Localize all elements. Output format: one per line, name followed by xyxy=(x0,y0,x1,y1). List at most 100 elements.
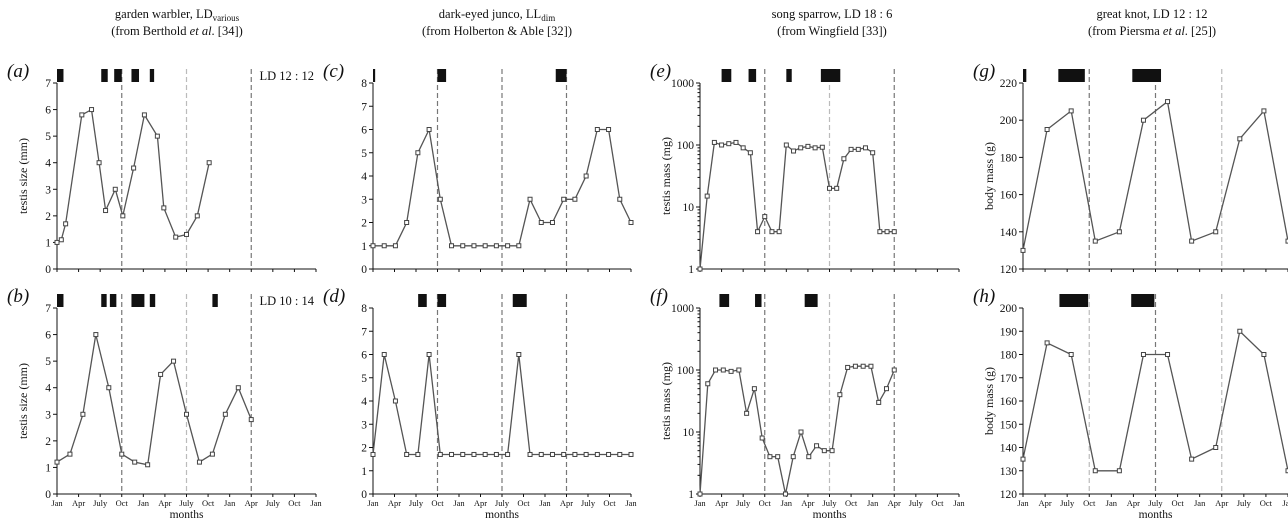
y-axis-label: testis size (mm) xyxy=(16,363,30,439)
y-tick-label: 2 xyxy=(45,211,51,223)
y-tick-label: 1000 xyxy=(671,78,694,90)
data-point xyxy=(805,143,811,149)
y-tick-label: 170 xyxy=(1000,373,1018,385)
activity-bar xyxy=(57,294,64,307)
x-tick-label: July xyxy=(179,498,194,508)
data-point xyxy=(736,367,742,373)
activity-bar xyxy=(1023,69,1027,82)
column-header-source-etal: et al xyxy=(1163,24,1185,38)
data-point xyxy=(381,243,387,249)
data-point xyxy=(884,229,890,235)
column-header-subscript: dim xyxy=(541,13,555,23)
data-point xyxy=(209,451,215,457)
column-header-source-ref: . [25]) xyxy=(1185,24,1216,38)
x-tick-label: Oct xyxy=(202,498,215,508)
data-point xyxy=(549,451,555,457)
y-axis-label: body mass (g) xyxy=(982,142,996,210)
data-point xyxy=(527,451,533,457)
panel-g: (g) 120 140 160 180 200 220 body mass (g) xyxy=(973,61,1288,276)
y-tick-label: 6 xyxy=(361,125,367,137)
data-point xyxy=(628,220,634,225)
data-point xyxy=(782,491,788,497)
data-point xyxy=(769,229,775,235)
data-point xyxy=(1092,468,1098,474)
data-point xyxy=(1116,229,1122,235)
data-point xyxy=(812,145,818,151)
x-tick-label: July xyxy=(581,498,596,508)
activity-bar xyxy=(804,294,818,307)
data-point xyxy=(1237,136,1243,142)
x-tick-label: Apr xyxy=(715,498,728,508)
panel-c: (c) 0 1 2 3 4 5 6 7 8 xyxy=(323,61,634,276)
y-axis-label: testis mass (mg) xyxy=(659,362,673,440)
data-point xyxy=(728,368,734,374)
data-point xyxy=(89,107,95,113)
data-point xyxy=(1213,229,1219,235)
y-tick-label: 0 xyxy=(45,264,51,276)
x-tick-label: Apr xyxy=(888,498,901,508)
data-point xyxy=(482,451,488,457)
data-point xyxy=(798,429,804,435)
y-tick-label: 140 xyxy=(1000,443,1018,455)
activity-bar xyxy=(131,69,140,82)
y-tick-label: 1 xyxy=(45,237,51,249)
activity-bar xyxy=(820,69,841,82)
x-tick-label: Apr xyxy=(158,498,171,508)
x-tick-label: Apr xyxy=(1038,498,1051,508)
column-header-source: (from Wingfield [33]) xyxy=(777,24,887,38)
y-tick-label: 7 xyxy=(45,78,51,90)
y-tick-label: 0 xyxy=(361,264,367,276)
panel-letter: (e) xyxy=(650,61,671,82)
y-tick-label: 1 xyxy=(361,241,367,253)
data-point xyxy=(868,363,874,369)
y-tick-label: 180 xyxy=(1000,152,1018,164)
y-tick-label: 5 xyxy=(45,356,51,368)
data-point xyxy=(112,186,118,192)
data-point xyxy=(876,399,882,405)
data-point xyxy=(713,367,719,373)
data-point xyxy=(67,451,73,457)
column-header-title: song sparrow, LD 18 : 6 xyxy=(772,7,893,21)
x-tick-label: Apr xyxy=(388,498,401,508)
panel-letter: (c) xyxy=(323,61,344,82)
y-tick-label: 6 xyxy=(361,350,367,362)
column-header-source: (from Piersma et al. [25]) xyxy=(1088,24,1216,38)
activity-bar xyxy=(373,69,376,82)
data-point xyxy=(516,352,522,357)
x-tick-label: Jan xyxy=(1194,498,1206,508)
data-point xyxy=(132,459,138,465)
y-tick-label: 10 xyxy=(683,202,695,214)
data-point xyxy=(726,141,732,147)
y-tick-label: 5 xyxy=(45,131,51,143)
data-point xyxy=(583,451,589,457)
data-point xyxy=(572,451,578,457)
x-tick-label: July xyxy=(409,498,424,508)
data-point xyxy=(370,243,376,249)
column-header-source-text: (from Piersma xyxy=(1088,24,1163,38)
data-point xyxy=(720,367,726,373)
data-point xyxy=(1165,352,1171,357)
data-point xyxy=(184,411,189,417)
data-point xyxy=(860,363,866,369)
photoperiod-annotation: LD 10 : 14 xyxy=(259,294,314,308)
data-point xyxy=(891,367,897,373)
x-tick-label: Apr xyxy=(1215,498,1228,508)
activity-bar xyxy=(1132,69,1162,82)
activity-bar xyxy=(1058,69,1085,82)
data-point xyxy=(381,352,387,357)
y-tick-label: 7 xyxy=(361,101,367,113)
y-tick-label: 3 xyxy=(45,409,51,421)
data-point xyxy=(870,150,876,156)
y-tick-label: 3 xyxy=(361,419,367,431)
data-point xyxy=(493,451,499,457)
y-tick-label: 7 xyxy=(361,326,367,338)
data-point xyxy=(505,451,511,457)
data-point xyxy=(392,243,398,249)
data-point xyxy=(96,160,102,166)
data-point xyxy=(852,363,858,369)
y-tick-label: 5 xyxy=(361,148,367,160)
data-point xyxy=(1092,238,1098,244)
data-point xyxy=(1261,352,1267,357)
data-point xyxy=(719,142,725,148)
data-point xyxy=(222,411,228,417)
